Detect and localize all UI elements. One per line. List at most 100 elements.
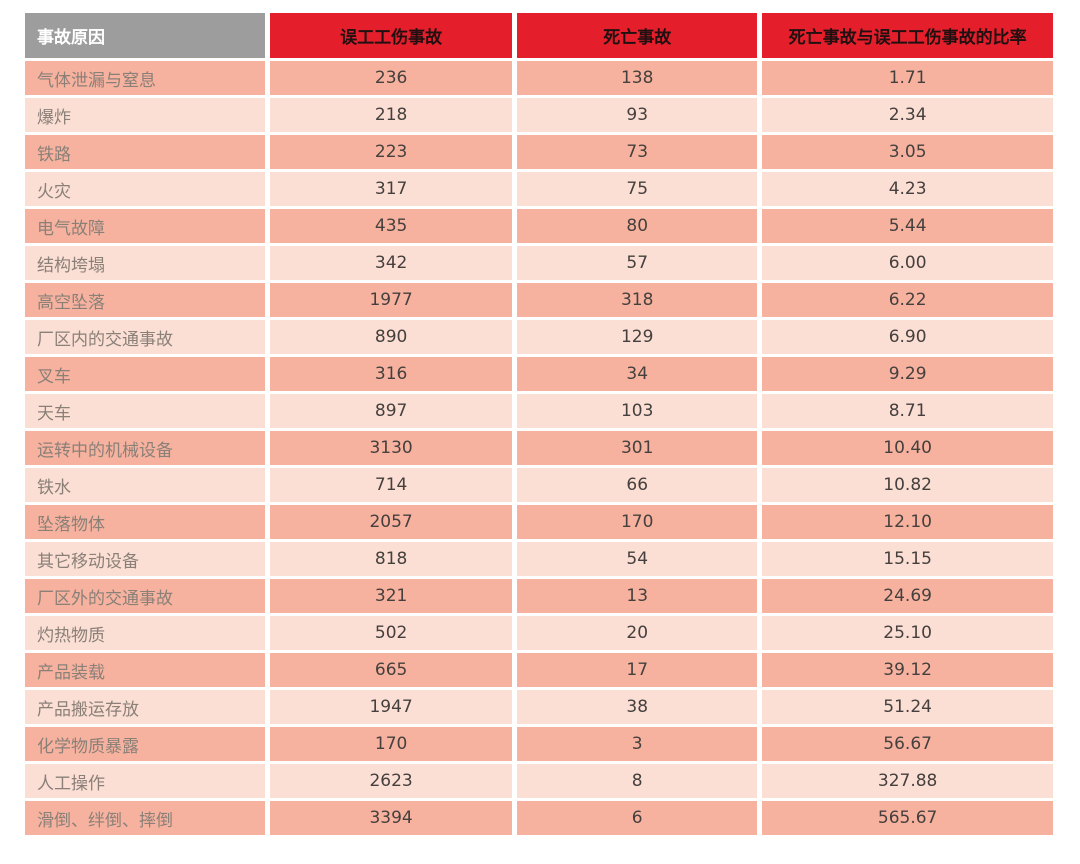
table-row: 铁路 223 73 3.05 [25, 135, 1053, 169]
ratio-cell: 56.67 [762, 727, 1053, 761]
table-row: 坠落物体 2057 170 12.10 [25, 505, 1053, 539]
lost-time-cell: 3130 [270, 431, 513, 465]
fatal-cell: 73 [517, 135, 758, 169]
cause-cell: 铁路 [25, 135, 266, 169]
lost-time-cell: 3394 [270, 801, 513, 835]
cause-cell: 气体泄漏与窒息 [25, 61, 266, 95]
ratio-cell: 25.10 [762, 616, 1053, 650]
col-header-fatal-to-lost-time-ratio: 死亡事故与误工工伤事故的比率 [762, 13, 1053, 58]
table-row: 结构垮塌 342 57 6.00 [25, 246, 1053, 280]
col-header-fatal-accidents: 死亡事故 [517, 13, 758, 58]
fatal-cell: 66 [517, 468, 758, 502]
ratio-cell: 6.00 [762, 246, 1053, 280]
table-row: 气体泄漏与窒息 236 138 1.71 [25, 61, 1053, 95]
cause-cell: 叉车 [25, 357, 266, 391]
fatal-cell: 20 [517, 616, 758, 650]
table-row: 叉车 316 34 9.29 [25, 357, 1053, 391]
col-header-accident-cause: 事故原因 [25, 13, 266, 58]
table-row: 铁水 714 66 10.82 [25, 468, 1053, 502]
table-row: 高空坠落 1977 318 6.22 [25, 283, 1053, 317]
lost-time-cell: 236 [270, 61, 513, 95]
table-row: 化学物质暴露 170 3 56.67 [25, 727, 1053, 761]
ratio-cell: 1.71 [762, 61, 1053, 95]
lost-time-cell: 342 [270, 246, 513, 280]
cause-cell: 天车 [25, 394, 266, 428]
table-row: 天车 897 103 8.71 [25, 394, 1053, 428]
ratio-cell: 39.12 [762, 653, 1053, 687]
cause-cell: 滑倒、绊倒、摔倒 [25, 801, 266, 835]
fatal-cell: 93 [517, 98, 758, 132]
cause-cell: 爆炸 [25, 98, 266, 132]
lost-time-cell: 223 [270, 135, 513, 169]
cause-cell: 结构垮塌 [25, 246, 266, 280]
lost-time-cell: 170 [270, 727, 513, 761]
cause-cell: 其它移动设备 [25, 542, 266, 576]
lost-time-cell: 1977 [270, 283, 513, 317]
lost-time-cell: 2623 [270, 764, 513, 798]
lost-time-cell: 890 [270, 320, 513, 354]
cause-cell: 高空坠落 [25, 283, 266, 317]
lost-time-cell: 502 [270, 616, 513, 650]
fatal-cell: 318 [517, 283, 758, 317]
ratio-cell: 10.40 [762, 431, 1053, 465]
ratio-cell: 10.82 [762, 468, 1053, 502]
lost-time-cell: 317 [270, 172, 513, 206]
ratio-cell: 8.71 [762, 394, 1053, 428]
header-row: 事故原因 误工工伤事故 死亡事故 死亡事故与误工工伤事故的比率 [25, 13, 1053, 58]
table-row: 电气故障 435 80 5.44 [25, 209, 1053, 243]
fatal-cell: 17 [517, 653, 758, 687]
table-row: 其它移动设备 818 54 15.15 [25, 542, 1053, 576]
cause-cell: 铁水 [25, 468, 266, 502]
ratio-cell: 565.67 [762, 801, 1053, 835]
cause-cell: 化学物质暴露 [25, 727, 266, 761]
cause-cell: 厂区外的交通事故 [25, 579, 266, 613]
ratio-cell: 2.34 [762, 98, 1053, 132]
ratio-cell: 51.24 [762, 690, 1053, 724]
table-row: 爆炸 218 93 2.34 [25, 98, 1053, 132]
fatal-cell: 170 [517, 505, 758, 539]
lost-time-cell: 665 [270, 653, 513, 687]
lost-time-cell: 321 [270, 579, 513, 613]
fatal-cell: 54 [517, 542, 758, 576]
cause-cell: 灼热物质 [25, 616, 266, 650]
table-row: 厂区内的交通事故 890 129 6.90 [25, 320, 1053, 354]
fatal-cell: 6 [517, 801, 758, 835]
ratio-cell: 15.15 [762, 542, 1053, 576]
fatal-cell: 34 [517, 357, 758, 391]
cause-cell: 坠落物体 [25, 505, 266, 539]
ratio-cell: 327.88 [762, 764, 1053, 798]
lost-time-cell: 1947 [270, 690, 513, 724]
table-body: 气体泄漏与窒息 236 138 1.71 爆炸 218 93 2.34 铁路 223 73 3.05 火… [25, 61, 1053, 835]
ratio-cell: 6.22 [762, 283, 1053, 317]
fatal-cell: 75 [517, 172, 758, 206]
fatal-cell: 3 [517, 727, 758, 761]
cause-cell: 运转中的机械设备 [25, 431, 266, 465]
fatal-cell: 38 [517, 690, 758, 724]
fatal-cell: 80 [517, 209, 758, 243]
fatal-cell: 57 [517, 246, 758, 280]
table-row: 产品装载 665 17 39.12 [25, 653, 1053, 687]
ratio-cell: 5.44 [762, 209, 1053, 243]
table-row: 运转中的机械设备 3130 301 10.40 [25, 431, 1053, 465]
fatal-cell: 138 [517, 61, 758, 95]
cause-cell: 产品装载 [25, 653, 266, 687]
lost-time-cell: 2057 [270, 505, 513, 539]
lost-time-cell: 714 [270, 468, 513, 502]
table-row: 产品搬运存放 1947 38 51.24 [25, 690, 1053, 724]
fatal-cell: 129 [517, 320, 758, 354]
fatal-cell: 301 [517, 431, 758, 465]
fatal-cell: 13 [517, 579, 758, 613]
table-row: 人工操作 2623 8 327.88 [25, 764, 1053, 798]
lost-time-cell: 897 [270, 394, 513, 428]
table-row: 厂区外的交通事故 321 13 24.69 [25, 579, 1053, 613]
cause-cell: 电气故障 [25, 209, 266, 243]
col-header-lost-time-injuries: 误工工伤事故 [270, 13, 513, 58]
cause-cell: 人工操作 [25, 764, 266, 798]
ratio-cell: 24.69 [762, 579, 1053, 613]
table-row: 灼热物质 502 20 25.10 [25, 616, 1053, 650]
cause-cell: 产品搬运存放 [25, 690, 266, 724]
fatal-cell: 8 [517, 764, 758, 798]
lost-time-cell: 218 [270, 98, 513, 132]
table-row: 滑倒、绊倒、摔倒 3394 6 565.67 [25, 801, 1053, 835]
